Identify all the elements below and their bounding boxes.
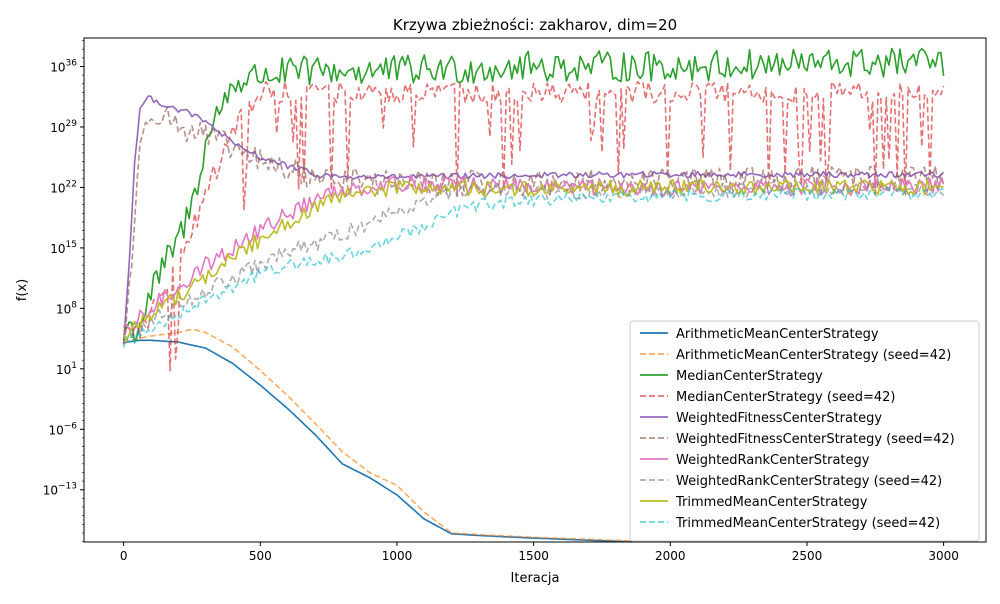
series-layer <box>122 47 945 542</box>
series-line <box>123 174 945 331</box>
legend-label: WeightedRankCenterStrategy <box>676 453 870 468</box>
x-tick-label: 3000 <box>928 549 959 563</box>
x-tick-label: 1000 <box>382 549 413 563</box>
legend-label: TrimmedMeanCenterStrategy <box>675 495 868 510</box>
legend-label: WeightedFitnessCenterStrategy (seed=42) <box>676 432 955 447</box>
x-tick-label: 2000 <box>655 549 686 563</box>
series-line <box>122 95 945 345</box>
x-axis-label: Iteracja <box>511 571 560 586</box>
legend-label: MedianCenterStrategy <box>676 369 823 384</box>
x-tick-label: 0 <box>120 549 128 563</box>
legend-box <box>629 320 980 542</box>
legend-label: WeightedRankCenterStrategy (seed=42) <box>676 474 942 489</box>
legend: ArithmeticMeanCenterStrategy ArithmeticMe… <box>629 320 980 542</box>
y-tick-label: 1036 <box>50 59 77 75</box>
legend-label: TrimmedMeanCenterStrategy (seed=42) <box>675 516 940 531</box>
chart-title: Krzywa zbieżności: zakharov, dim=20 <box>393 16 677 34</box>
legend-label: WeightedFitnessCenterStrategy <box>676 411 882 426</box>
series-line <box>122 178 944 343</box>
x-tick-label: 2500 <box>792 549 823 563</box>
y-tick-label: 101 <box>56 361 77 377</box>
y-tick-label: 10−6 <box>48 421 77 437</box>
y-axis-label: f(x) <box>15 279 30 301</box>
y-tick-label: 1029 <box>50 119 77 135</box>
y-axis-ticks: 10−13 10−6 101 108 1015 1022 1029 1036 <box>43 40 84 542</box>
y-tick-label: 108 <box>56 300 77 316</box>
series-line <box>122 187 944 348</box>
legend-label: ArithmeticMeanCenterStrategy <box>676 327 879 342</box>
series-line <box>122 80 945 372</box>
y-tick-label: 1015 <box>50 240 77 256</box>
legend-label: MedianCenterStrategy (seed=42) <box>676 390 895 405</box>
y-tick-label: 10−13 <box>43 482 77 498</box>
plot-frame <box>83 37 987 543</box>
series-line <box>122 180 945 342</box>
series-line <box>122 106 945 341</box>
series-line <box>123 47 945 344</box>
series-line <box>123 339 657 542</box>
x-axis-ticks: 0 500 1000 1500 2000 2500 3000 <box>120 542 959 563</box>
x-tick-label: 500 <box>249 549 272 563</box>
x-tick-label: 1500 <box>518 549 549 563</box>
legend-label: ArithmeticMeanCenterStrategy (seed=42) <box>676 348 951 363</box>
y-tick-label: 1022 <box>50 179 77 195</box>
